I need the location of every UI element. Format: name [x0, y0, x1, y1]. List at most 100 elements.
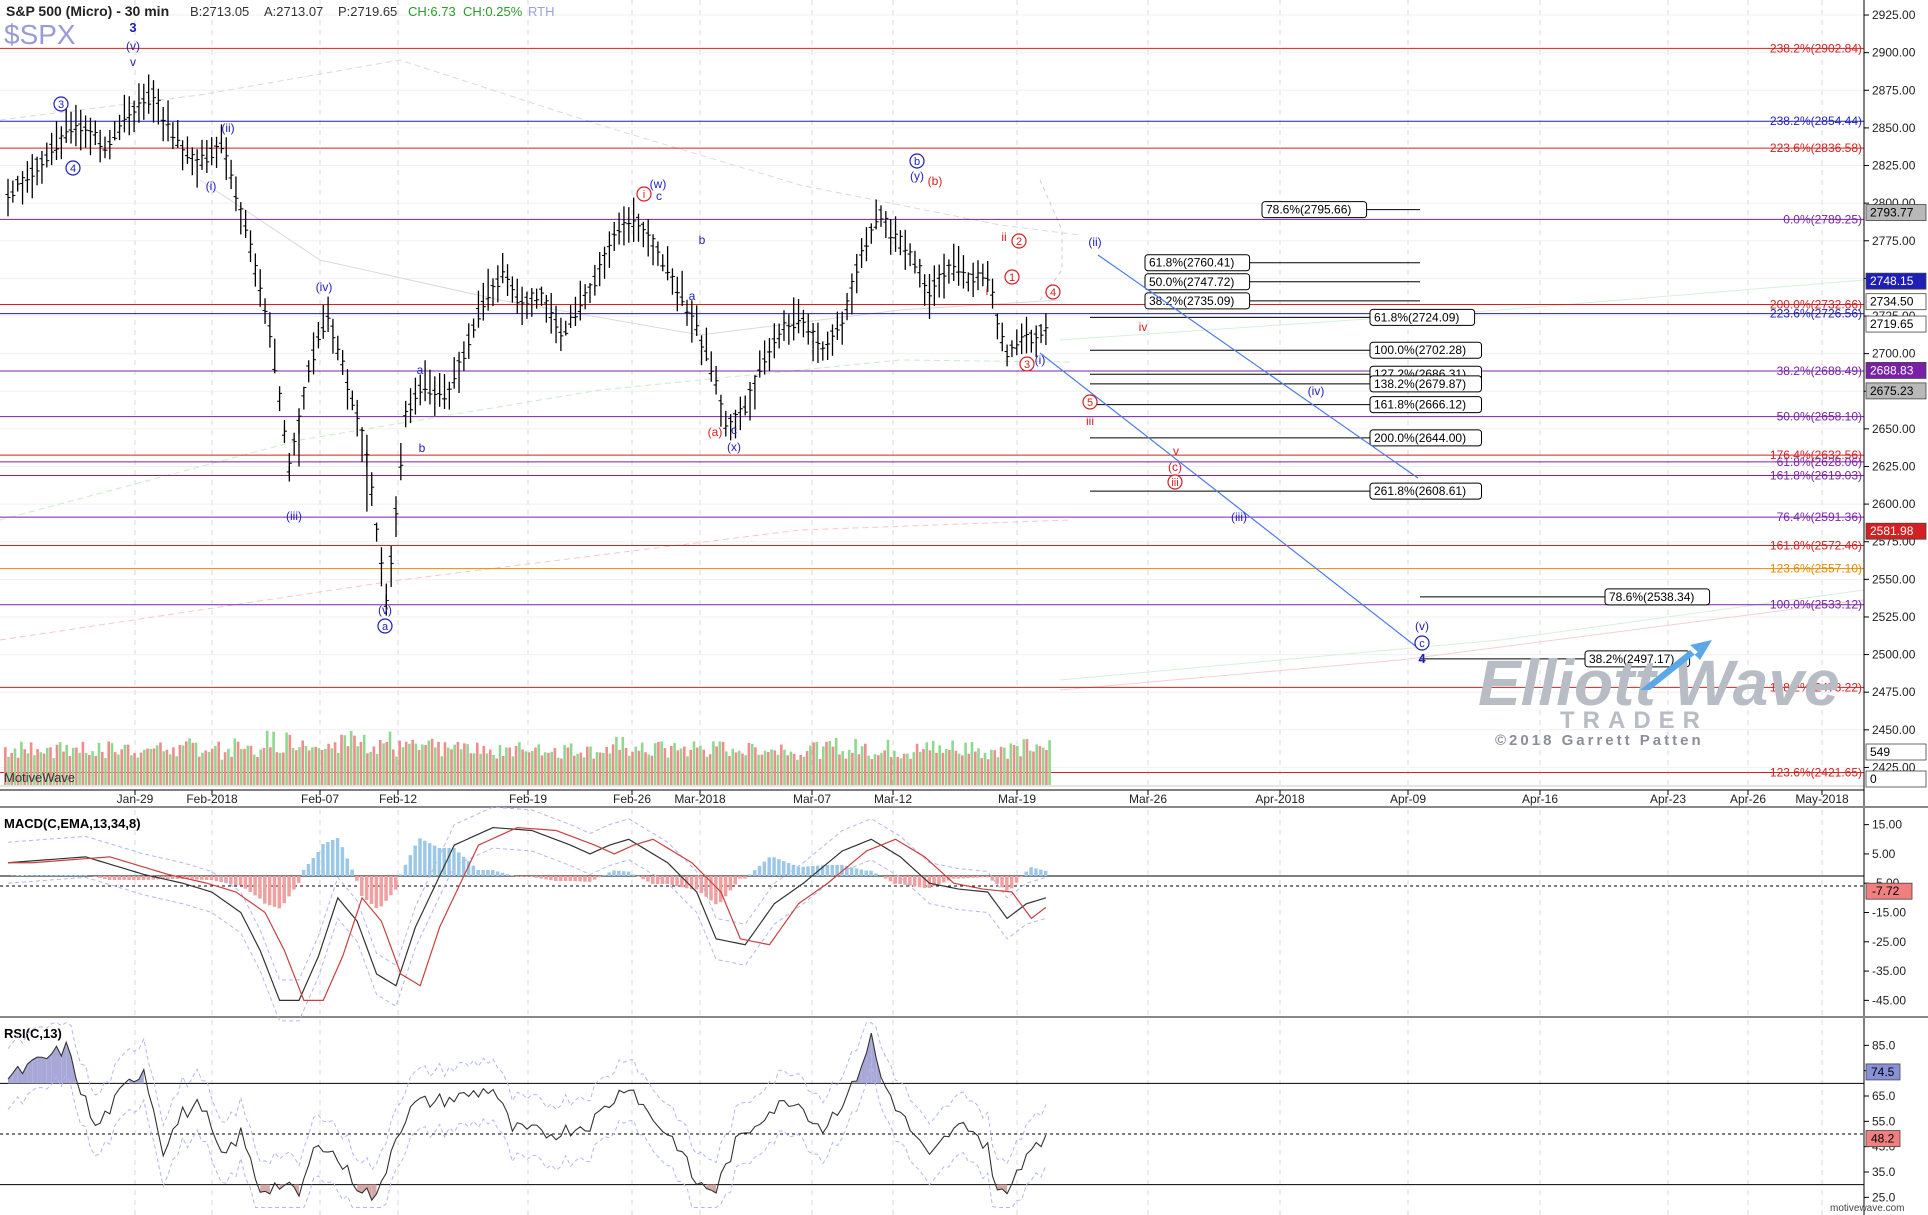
volume-bar — [560, 758, 563, 785]
macd-histogram-bar — [1000, 876, 1004, 888]
volume-bar — [243, 749, 246, 785]
volume-bar — [883, 750, 886, 785]
volume-bar — [314, 746, 317, 785]
wave-label: b — [419, 441, 426, 455]
fib-extension-label: 161.8%(2666.12) — [1374, 398, 1466, 412]
wave-label-circle — [53, 96, 69, 112]
y-tick-label: 2550.00 — [1872, 572, 1916, 586]
macd-histogram-bar — [607, 872, 611, 876]
macd-histogram-bar — [976, 876, 980, 878]
volume-bar — [1032, 751, 1035, 785]
rsi-y-label: 85.0 — [1872, 1038, 1896, 1052]
volume-bar — [58, 742, 62, 785]
wave-label: iii — [1171, 477, 1178, 489]
macd-histogram-bar — [840, 865, 844, 876]
rsi-overbought-fill — [32, 1057, 38, 1084]
volume-bar — [518, 742, 521, 785]
macd-histogram-bar — [723, 876, 728, 897]
macd-histogram-bar — [306, 864, 311, 876]
volume-bar — [576, 753, 579, 785]
volume-bar — [805, 751, 809, 785]
volume-bar — [55, 744, 59, 785]
volume-bar — [750, 743, 754, 785]
volume-bar — [39, 752, 43, 785]
volume-bar — [582, 757, 586, 785]
wave-label: a — [417, 363, 424, 377]
volume-bar — [201, 752, 204, 785]
macd-histogram-bar — [869, 870, 873, 876]
macd-histogram-bar — [437, 848, 442, 876]
rsi-y-label: 65.0 — [1872, 1089, 1896, 1103]
macd-histogram-bar — [117, 876, 122, 880]
volume-bar — [598, 752, 602, 785]
wave-label-circle — [1004, 269, 1020, 285]
macd-histogram-bar — [141, 876, 146, 880]
fib-extension-box — [1144, 273, 1251, 291]
fib-extension-label: 38.2%(2497.17) — [1589, 652, 1674, 666]
macd-histogram-bar — [1014, 876, 1019, 883]
volume-bar — [537, 744, 541, 785]
macd-histogram-bar — [859, 869, 864, 876]
wave-label: (i) — [206, 179, 217, 193]
macd-histogram-bar — [394, 876, 398, 890]
volume-bar — [864, 743, 867, 785]
volume-bar — [841, 751, 844, 785]
fib-level-label: 61.8%(2628.06) — [1777, 455, 1862, 469]
macd-histogram-bar — [951, 876, 956, 879]
fib-extension-label: 50.0%(2747.72) — [1149, 275, 1234, 289]
volume-bar — [81, 741, 85, 785]
fib-level-label: 176.4%(2632.56) — [1770, 448, 1862, 462]
macd-histogram-bar — [980, 876, 985, 878]
volume-bar — [550, 751, 553, 785]
volume-bar — [657, 742, 660, 785]
x-tick-label: Apr-26 — [1730, 792, 1766, 806]
macd-histogram-bar — [990, 876, 995, 881]
volume-bar — [902, 753, 906, 785]
wave-label-circle — [636, 186, 652, 202]
macd-histogram-bar — [772, 857, 776, 876]
volume-bar — [566, 747, 570, 785]
macd-histogram-bar — [1043, 870, 1048, 876]
volume-bar — [543, 752, 547, 785]
volume-bar — [20, 741, 23, 785]
macd-histogram-bar — [874, 873, 878, 876]
volume-bar — [534, 747, 537, 785]
volume-bar — [282, 752, 285, 785]
volume-bar — [822, 746, 825, 785]
volume-bar — [877, 755, 880, 785]
macd-histogram-bar — [340, 847, 345, 876]
price-marker-label: 0 — [1870, 772, 1877, 786]
rsi-overbought-fill — [8, 1073, 13, 1084]
rsi-overbought-fill — [866, 1033, 872, 1084]
volume-bar — [178, 744, 182, 785]
volume-bar — [531, 750, 534, 785]
volume-bar — [101, 751, 104, 785]
volume-bar — [62, 751, 65, 785]
wave-label: (v) — [378, 603, 392, 617]
volume-bar — [628, 755, 631, 785]
volume-bar — [188, 738, 191, 785]
volume-bar — [928, 750, 932, 785]
fib-extension-label: 61.8%(2724.09) — [1374, 310, 1459, 324]
volume-bar — [68, 755, 72, 785]
volume-bar — [970, 742, 974, 785]
macd-histogram-bar — [704, 876, 708, 897]
volume-bar — [912, 752, 916, 785]
macd-histogram-bar — [132, 876, 136, 880]
volume-bar — [375, 753, 379, 785]
fib-extension-box — [1369, 375, 1482, 393]
macd-histogram-bar — [937, 876, 941, 885]
macd-histogram-bar — [20, 875, 25, 876]
volume-bar — [621, 736, 625, 785]
macd-histogram-bar — [200, 876, 204, 880]
volume-bar — [505, 747, 508, 785]
volume-bar — [343, 735, 347, 785]
volume-bar — [1035, 744, 1038, 785]
volume-bar — [521, 749, 524, 785]
wave-label-circle — [909, 153, 925, 169]
macd-histogram-bar — [602, 874, 607, 876]
rsi-overbought-fill — [51, 1046, 57, 1084]
macd-histogram-bar — [408, 855, 413, 876]
volume-bar — [256, 757, 259, 785]
